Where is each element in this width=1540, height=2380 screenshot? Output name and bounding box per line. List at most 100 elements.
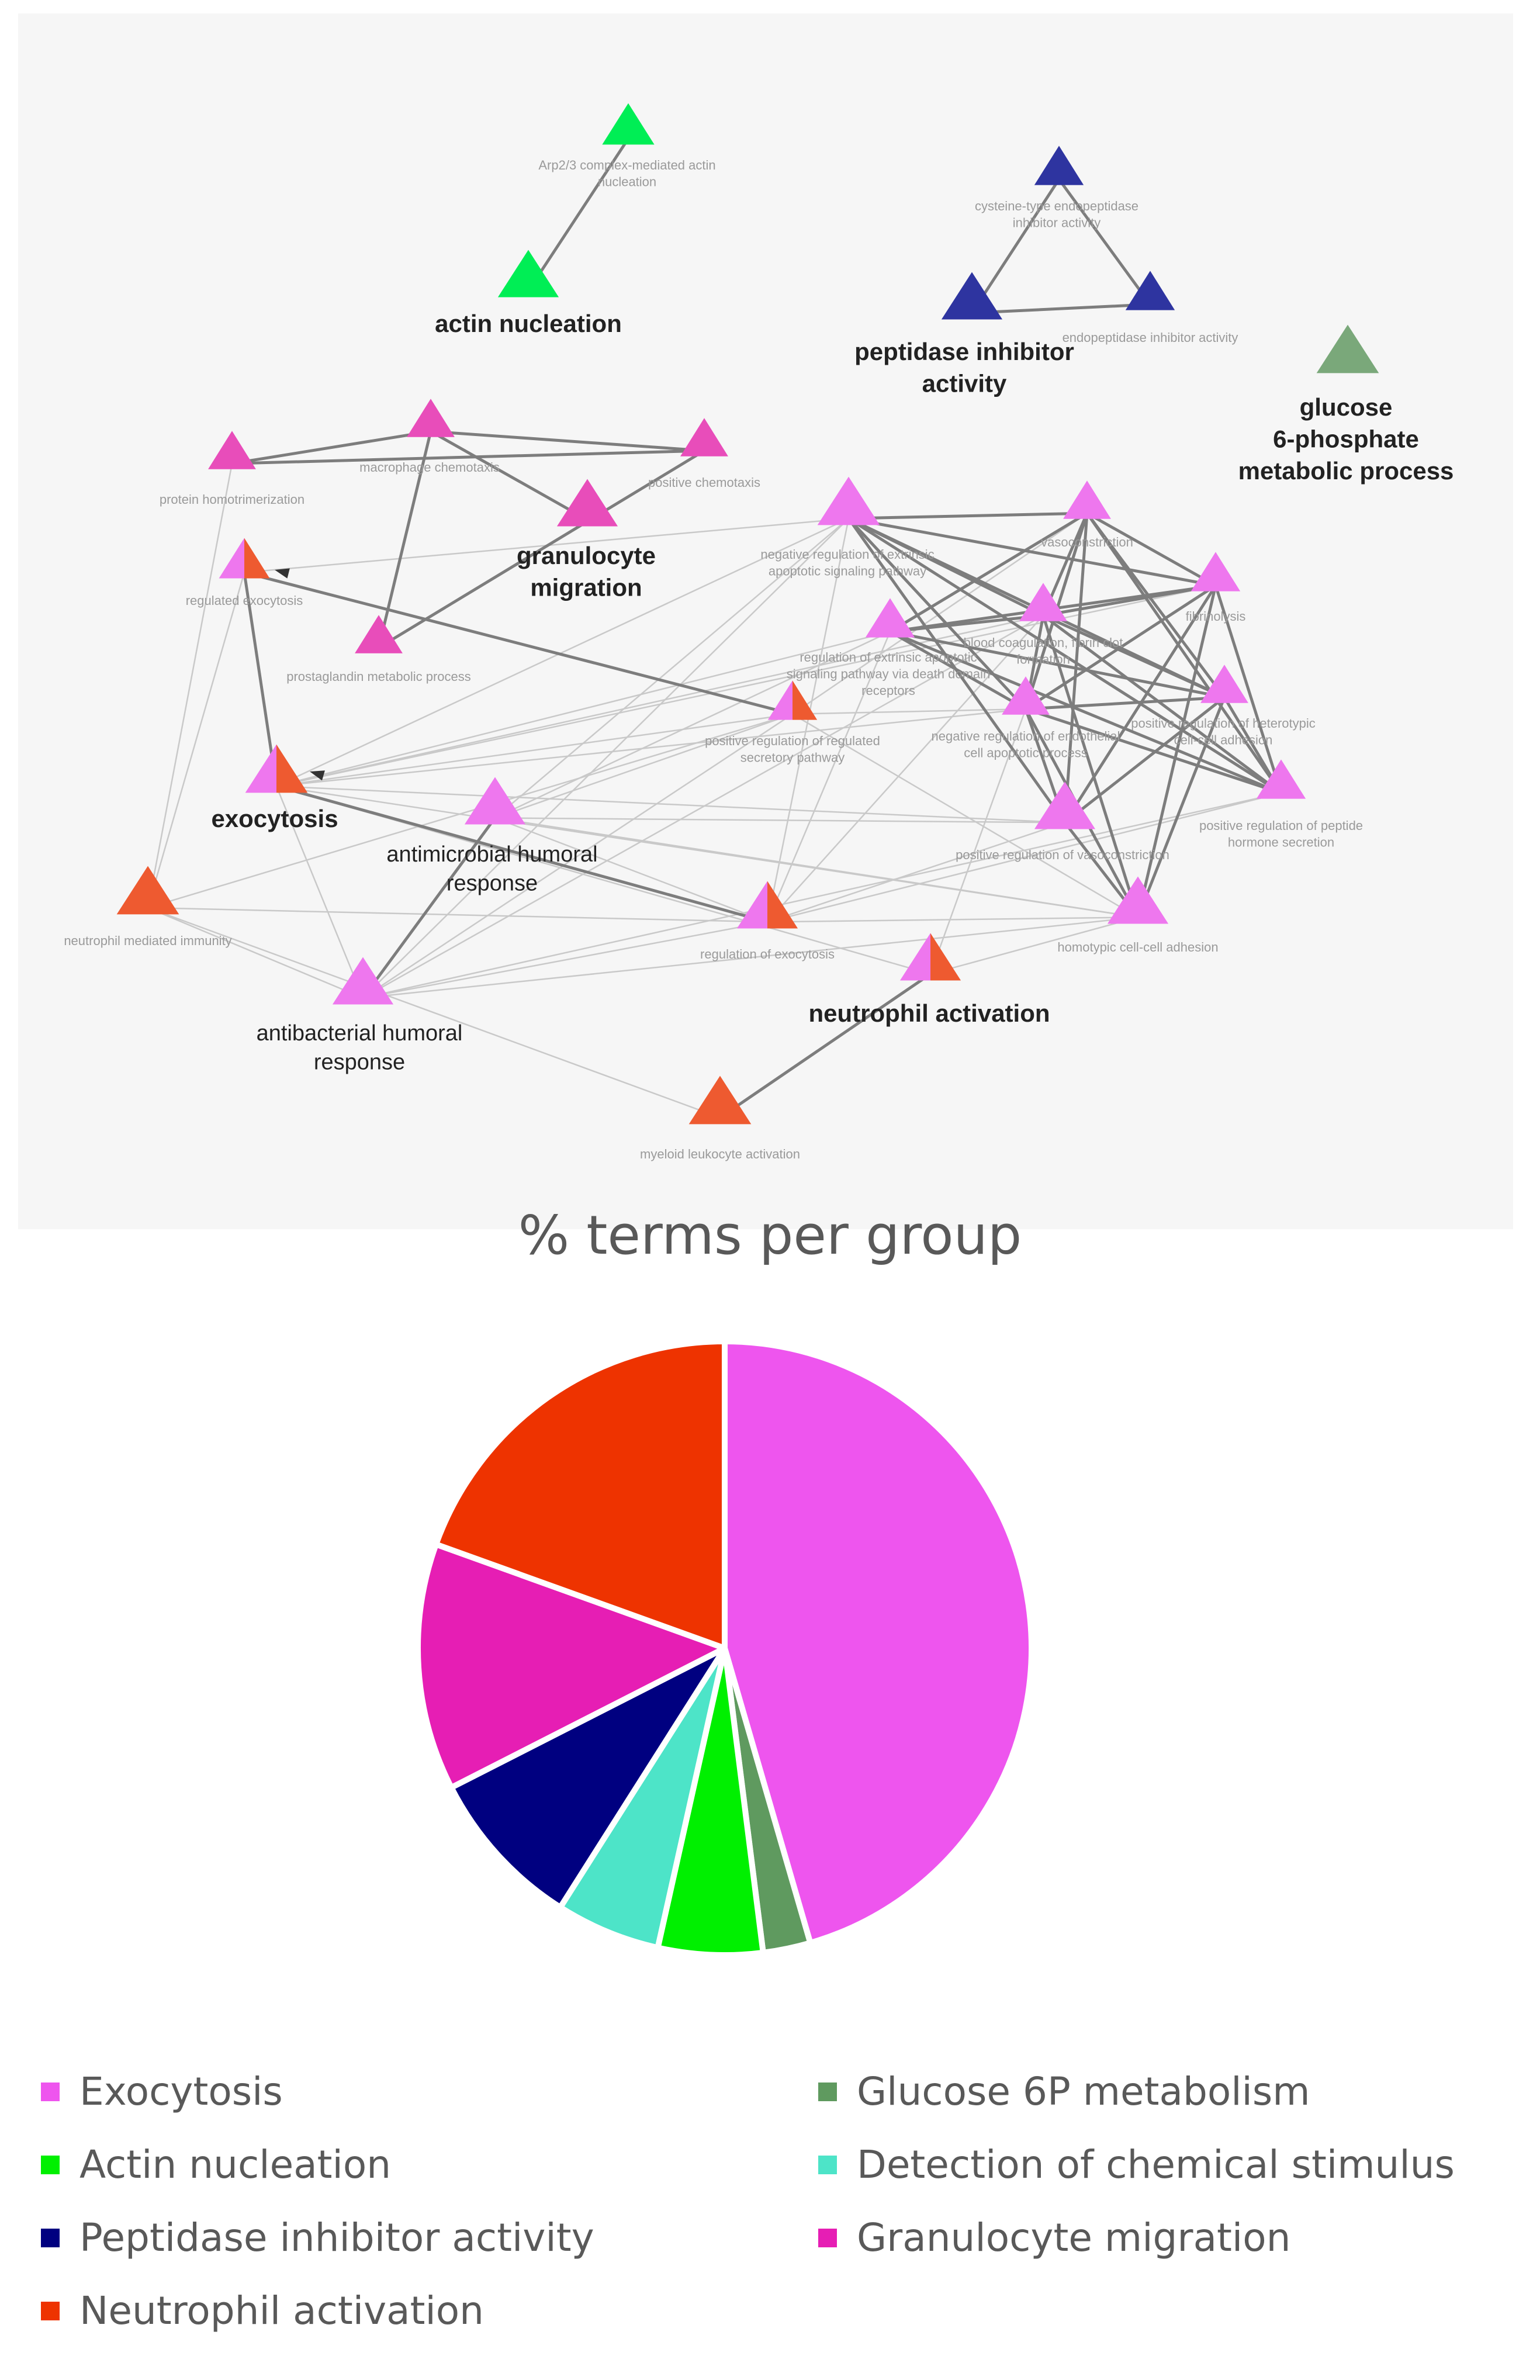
- network-edge: [362, 792, 1282, 999]
- network-edge: [276, 713, 793, 787]
- node-label-line: nucleation: [598, 175, 656, 189]
- network-edge: [1136, 585, 1217, 918]
- node-label-line: receptors: [861, 683, 915, 698]
- node-label-vaso: vasoconstriction: [1041, 535, 1133, 549]
- network-edge: [971, 303, 1151, 314]
- node-label-line: formation: [1016, 652, 1070, 667]
- legend-swatch: [41, 2155, 60, 2174]
- node-triangle: [556, 479, 618, 527]
- network-edge: [1025, 696, 1225, 711]
- network-edge: [276, 517, 849, 787]
- network-node-regexoc: [736, 881, 798, 929]
- legend-swatch: [818, 2082, 837, 2101]
- legend-label: Glucose 6P metabolism: [857, 2069, 1310, 2114]
- pie-chart-title: % terms per group: [518, 1204, 1022, 1267]
- network-node-poschem: [680, 418, 728, 456]
- node-label-arp23: Arp2/3 complex-mediated actin nucleation: [538, 158, 715, 189]
- network-node-actin: [497, 250, 559, 298]
- node-label-neutimm: neutrophil mediated immunity: [64, 933, 231, 948]
- network-panel: [18, 13, 1513, 1229]
- node-label-line: neutrophil mediated immunity: [64, 933, 231, 948]
- network-edge: [243, 572, 278, 787]
- node-label-poschem: positive chemotaxis: [648, 475, 760, 490]
- network-edge: [847, 517, 1282, 794]
- network-edge: [792, 513, 1088, 715]
- network-edge: [231, 449, 705, 465]
- network-edge: [430, 430, 705, 452]
- node-triangle: [355, 615, 403, 653]
- pie-slice-actin-nucleation: [655, 1645, 766, 1958]
- network-edge: [766, 518, 850, 922]
- network-node-poshet: [1200, 665, 1248, 703]
- node-triangle: [1191, 552, 1241, 591]
- node-label-blood: blood coagulation, fibrin clot formation: [964, 635, 1123, 667]
- network-node-cyst: [1034, 146, 1084, 185]
- node-label-line: prostaglandin metabolic process: [286, 669, 471, 684]
- node-half-left: [736, 881, 767, 929]
- network-edge: [1086, 511, 1217, 587]
- network-edge: [494, 631, 891, 819]
- node-label-regexoc: regulation of exocytosis: [700, 947, 835, 961]
- node-label-line: positive regulation of peptide: [1199, 818, 1363, 833]
- network-edge: [494, 817, 1065, 824]
- node-label-regextr: regulation of extrinsic apoptotic signali…: [787, 650, 991, 698]
- node-triangle: [1019, 583, 1067, 621]
- node-label-line: positive regulation of vasoconstriction: [956, 847, 1169, 862]
- network-edge: [147, 907, 721, 1119]
- legend-item-peptidase-inhibitor-activity: Peptidase inhibitor activity: [41, 2215, 594, 2260]
- node-half-left: [219, 538, 244, 579]
- network-node-glucose: [1316, 324, 1379, 373]
- network-edge: [275, 786, 364, 998]
- node-label-line: regulated exocytosis: [186, 593, 303, 608]
- network-node-pepinh: [941, 272, 1003, 320]
- node-label-line: macrophage chemotaxis: [359, 460, 500, 475]
- network-node-blood: [1019, 583, 1067, 621]
- network-nodes: [116, 103, 1379, 1125]
- node-label-homotyp: homotypic cell-cell adhesion: [1057, 940, 1218, 954]
- node-label-negendo: negative regulation of endothelial cell a…: [932, 729, 1120, 760]
- network-node-arp23: [602, 103, 655, 145]
- network-edge: [1214, 585, 1283, 794]
- legend-swatch: [818, 2228, 837, 2247]
- node-triangle: [497, 250, 559, 298]
- network-edge: [377, 431, 432, 648]
- network-edge: [1043, 584, 1216, 617]
- network-edge: [276, 631, 891, 787]
- pie-slice-granulocyte-migration: [415, 1541, 728, 1791]
- pie-slice-detection-of-chemical-stimulus: [557, 1645, 728, 1951]
- node-half-right: [276, 744, 308, 793]
- node-label-macro: macrophage chemotaxis: [359, 460, 500, 475]
- node-label-line: actin nucleation: [435, 310, 622, 337]
- pie-legend: Exocytosis Glucose 6P metabolism Actin nuc…: [41, 2069, 1514, 2361]
- node-label-line: negative regulation of endothelial: [932, 729, 1120, 743]
- node-label-line: regulation of exocytosis: [700, 947, 835, 961]
- network-node-pospep: [1256, 759, 1306, 799]
- network-edge: [792, 708, 1026, 715]
- node-triangle: [865, 598, 915, 638]
- network-edge: [244, 571, 793, 716]
- node-label-line: response: [447, 871, 538, 895]
- network-node-vaso: [1063, 480, 1111, 519]
- node-label-line: positive regulation of regulated: [705, 734, 880, 748]
- network-edge: [890, 614, 1044, 634]
- network-edges: [147, 137, 1283, 1119]
- network-edge: [362, 713, 793, 999]
- network-edge: [276, 784, 768, 923]
- node-label-line: metabolic process: [1238, 457, 1454, 485]
- node-label-glucose: glucose 6-phosphate metabolic process: [1238, 393, 1454, 485]
- network-edge: [889, 511, 1088, 633]
- node-triangle: [1034, 146, 1084, 185]
- node-label-myeloid: myeloid leukocyte activation: [640, 1147, 800, 1161]
- node-label-posregsec: positive regulation of regulated secretor…: [705, 734, 880, 765]
- network-edge: [766, 631, 891, 922]
- legend-swatch: [818, 2155, 837, 2174]
- network-edge: [767, 615, 1044, 923]
- edge-arrowhead: [310, 770, 325, 781]
- network-edge: [361, 817, 497, 999]
- network-node-negapop: [817, 476, 880, 525]
- network-edge: [929, 708, 1027, 974]
- network-edge: [1025, 584, 1217, 711]
- legend-label: Neutrophil activation: [79, 2288, 485, 2333]
- node-triangle: [208, 431, 256, 469]
- node-triangle: [407, 399, 455, 437]
